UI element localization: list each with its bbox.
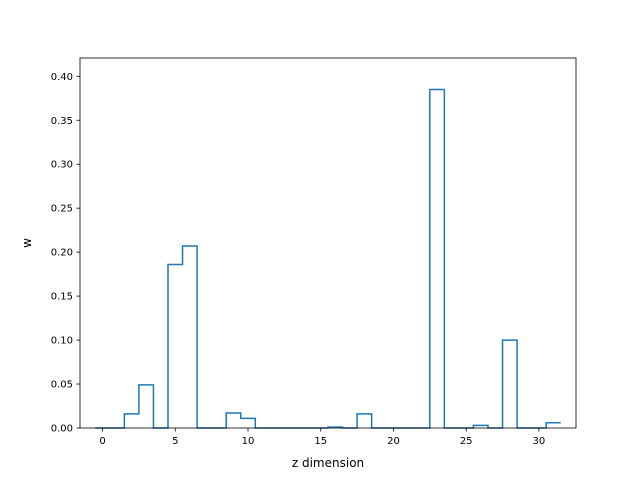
- axes: [79, 57, 577, 429]
- plot-area: [80, 58, 576, 428]
- series-step-line: [95, 88, 561, 429]
- y-axis-label: w: [20, 238, 34, 248]
- x-tick-label: 25: [460, 436, 473, 447]
- y-tick-label: 0.05: [51, 380, 73, 391]
- y-tick-label: 0.15: [51, 292, 73, 303]
- y-tick-label: 0.30: [51, 160, 73, 171]
- x-tick-label: 20: [387, 436, 400, 447]
- y-tick-label: 0.35: [51, 116, 73, 127]
- y-axis-ticks: 0.00 0.05 0.10 0.15 0.20 0.25 0.30 0.35 0.40: [51, 72, 80, 435]
- y-tick-label: 0.10: [51, 336, 73, 347]
- y-tick-label: 0.00: [51, 424, 73, 435]
- x-tick-label: 5: [172, 436, 178, 447]
- x-tick-label: 10: [242, 436, 255, 447]
- x-axis-ticks: 0 5 10 15 20 25 30: [99, 428, 545, 447]
- y-tick-label: 0.40: [51, 72, 73, 83]
- chart-marks: [95, 88, 561, 429]
- x-tick-label: 15: [314, 436, 327, 447]
- x-tick-label: 0: [99, 436, 105, 447]
- y-tick-label: 0.20: [51, 248, 73, 259]
- x-tick-label: 30: [533, 436, 546, 447]
- y-tick-label: 0.25: [51, 204, 73, 215]
- axes-frame: [79, 57, 577, 429]
- x-axis-label: z dimension: [292, 456, 364, 470]
